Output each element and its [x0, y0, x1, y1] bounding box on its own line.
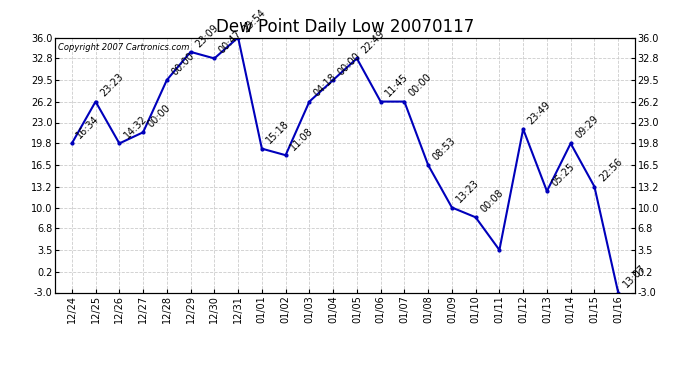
- Title: Dew Point Daily Low 20070117: Dew Point Daily Low 20070117: [216, 18, 474, 36]
- Text: 13:23: 13:23: [455, 178, 482, 205]
- Text: 11:45: 11:45: [384, 72, 410, 99]
- Text: 00:00: 00:00: [170, 51, 197, 77]
- Text: 04:18: 04:18: [312, 72, 339, 99]
- Text: 00:08: 00:08: [478, 188, 505, 214]
- Text: 05:25: 05:25: [550, 161, 577, 188]
- Text: 00:00: 00:00: [336, 51, 362, 77]
- Text: 23:09: 23:09: [193, 22, 220, 49]
- Text: 23:49: 23:49: [526, 99, 553, 126]
- Text: 14:32: 14:32: [122, 114, 149, 141]
- Text: 08:53: 08:53: [431, 135, 457, 162]
- Text: 00:00: 00:00: [407, 72, 434, 99]
- Text: 13:07: 13:07: [621, 263, 648, 290]
- Text: Copyright 2007 Cartronics.com: Copyright 2007 Cartronics.com: [58, 43, 190, 52]
- Text: 23:23: 23:23: [99, 72, 125, 99]
- Text: 22:56: 22:56: [598, 157, 624, 184]
- Text: 23:54: 23:54: [241, 8, 268, 35]
- Text: 00:00: 00:00: [146, 103, 172, 129]
- Text: 22:49: 22:49: [359, 29, 386, 56]
- Text: 09:29: 09:29: [573, 114, 600, 141]
- Text: 16:34: 16:34: [75, 114, 101, 141]
- Text: 15:18: 15:18: [265, 119, 291, 146]
- Text: 00:47: 00:47: [217, 29, 244, 56]
- Text: 11:08: 11:08: [288, 126, 315, 152]
